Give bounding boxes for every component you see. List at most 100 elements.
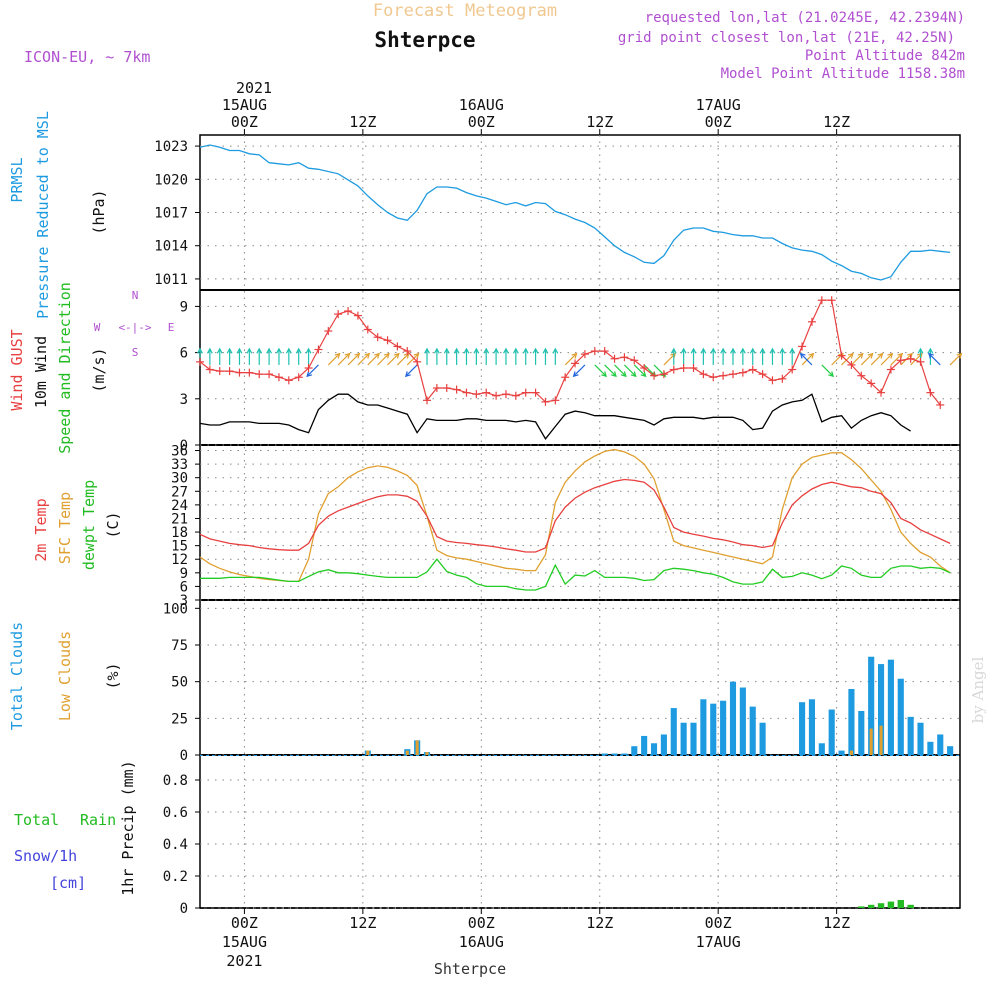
- arrow-shaft: [573, 364, 586, 377]
- arrow-head: [424, 347, 430, 354]
- wind-direction-arrow: [542, 347, 549, 365]
- gust-label: Wind GUST: [8, 329, 26, 410]
- cloud-unit: (%): [104, 662, 122, 689]
- arrow-head: [670, 347, 677, 354]
- top-hour-label: 00Z: [705, 113, 732, 131]
- gust-line: [199, 299, 941, 406]
- gust-marker: [709, 373, 718, 382]
- wind-direction-arrow: [337, 352, 351, 366]
- grid-lines: [200, 135, 960, 909]
- total-cloud-bar: [937, 734, 944, 755]
- prmsl-label: PRMSL: [8, 157, 26, 202]
- wind-direction-arrow: [276, 347, 282, 365]
- arrow-shaft: [337, 353, 350, 366]
- compass-arrow: <-|->: [118, 321, 151, 334]
- arrow-shaft: [870, 353, 883, 366]
- gust-marker: [531, 388, 540, 397]
- outer-frame: [199, 134, 961, 909]
- sfc-temp-line: [199, 448, 951, 583]
- gust-marker: [501, 390, 510, 399]
- arrow-shaft: [633, 364, 647, 377]
- y-tick-label: 0.6: [163, 805, 188, 821]
- wind-labels: Wind GUST 10m Wind Speed and Direction (…: [8, 282, 174, 454]
- arrow-head: [453, 347, 460, 354]
- gust-marker: [393, 342, 402, 351]
- sfc-label: SFC Temp: [56, 492, 74, 564]
- y-tick-label: 30: [171, 471, 188, 487]
- gust-marker: [748, 365, 757, 374]
- arrow-head: [483, 347, 490, 354]
- y-axis-ticks: 1011101410171020102303693691215182124273…: [154, 139, 200, 917]
- y-tick-label: 3: [180, 593, 188, 609]
- arrow-head: [749, 347, 756, 354]
- wind-direction-arrow: [424, 347, 430, 365]
- plot-series: [196, 144, 963, 909]
- total-cloud-bar: [897, 678, 904, 755]
- y-tick-label: 12: [171, 552, 188, 568]
- bottom-hour-label: 12Z: [586, 914, 613, 932]
- gust-marker: [482, 388, 491, 397]
- arrow-head: [789, 347, 796, 354]
- wind-direction-arrow: [226, 347, 233, 365]
- gust-marker: [205, 365, 214, 374]
- y-tick-label: 0: [180, 748, 188, 764]
- arrow-shaft: [367, 353, 380, 366]
- rain-bar: [858, 906, 865, 908]
- total-cloud-bar: [818, 743, 825, 755]
- low-clouds-label: Low Clouds: [56, 631, 74, 721]
- arrow-head: [887, 352, 894, 359]
- gust-marker: [817, 296, 826, 305]
- gust-marker: [857, 371, 866, 380]
- wind-direction-arrow: [690, 347, 697, 365]
- total-cloud-bar: [729, 681, 737, 755]
- arrow-head: [374, 352, 380, 359]
- gust-marker: [640, 364, 649, 372]
- top-date-label: 16AUG: [459, 96, 504, 114]
- wind-direction-arrow: [572, 364, 586, 378]
- arrow-head: [611, 371, 617, 378]
- gust-marker: [571, 359, 580, 368]
- low-cloud-bar: [879, 725, 883, 755]
- arrow-shaft: [604, 364, 617, 377]
- top-hour-label: 12Z: [823, 113, 850, 131]
- arrow-head: [266, 347, 273, 354]
- arrow-shaft: [890, 353, 903, 366]
- arrow-head: [867, 352, 874, 359]
- gust-marker: [423, 396, 432, 405]
- gust-marker: [225, 367, 234, 376]
- rain-label: Rain: [80, 811, 116, 829]
- arrow-head: [779, 347, 786, 354]
- arrow-head: [364, 352, 371, 359]
- arrow-head: [433, 347, 440, 354]
- total-cloud-bar: [700, 699, 707, 755]
- y-tick-label: 0.2: [163, 869, 188, 885]
- gust-marker: [877, 388, 886, 397]
- gust-marker: [699, 370, 708, 379]
- arrow-head: [927, 347, 934, 354]
- location-title: Shterpce: [374, 28, 475, 52]
- total-clouds-label: Total Clouds: [8, 622, 26, 730]
- total-cloud-bar: [749, 706, 756, 755]
- total-cloud-bar: [927, 741, 934, 755]
- wind-direction-arrow: [433, 347, 440, 365]
- gust-marker: [551, 396, 560, 405]
- arrow-head: [630, 371, 637, 378]
- gust-marker: [778, 374, 787, 383]
- direction-label: Speed and Direction: [56, 282, 74, 454]
- y-tick-label: 3: [180, 392, 188, 408]
- gust-marker: [610, 354, 619, 363]
- gust-marker: [679, 364, 688, 372]
- gust-marker: [442, 384, 451, 393]
- arrow-head: [847, 352, 854, 359]
- gust-marker: [363, 325, 372, 334]
- arrow-shaft: [841, 353, 854, 366]
- total-cloud-bar: [611, 753, 618, 755]
- wind-direction-arrow: [749, 347, 756, 365]
- gust-marker: [265, 370, 274, 379]
- arrow-head: [620, 371, 627, 378]
- arrow-shaft: [405, 364, 418, 377]
- top-date-label: 15AUG: [222, 96, 267, 114]
